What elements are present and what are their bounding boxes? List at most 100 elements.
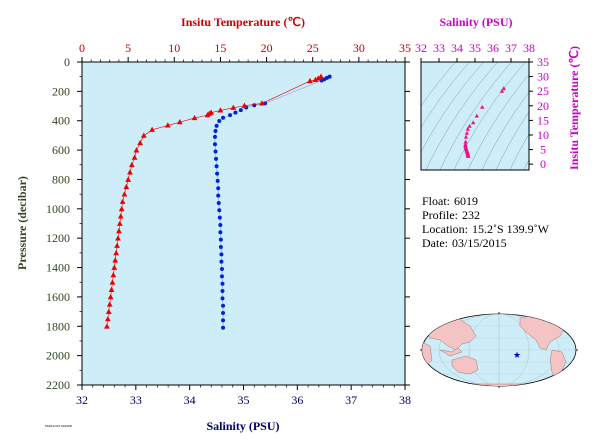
salinity-point: [221, 303, 226, 308]
ts-point: [499, 88, 505, 93]
salinity-point: [214, 123, 219, 128]
location-label: Location:: [422, 222, 468, 236]
temperature-point: [112, 257, 119, 263]
ts-temperature-tick-label: 20: [537, 99, 549, 113]
float-label: Float:: [422, 194, 451, 208]
temperature-point: [149, 126, 156, 132]
salinity-tick-label: 32: [76, 393, 88, 407]
pressure-tick-label: 200: [52, 84, 70, 98]
temperature-point: [176, 118, 183, 125]
pressure-tick-label: 1000: [46, 202, 70, 216]
temperature-point: [217, 107, 224, 113]
salinity-point: [217, 215, 222, 220]
salinity-point: [213, 149, 218, 154]
salinity-tick-label: 37: [345, 393, 357, 407]
salinity-point: [219, 267, 224, 272]
ts-point: [467, 123, 472, 128]
ts-point: [501, 86, 506, 91]
salinity-point: [218, 222, 223, 227]
salinity-point: [233, 110, 238, 115]
ts-point: [480, 104, 485, 109]
ts-temperature-tick-label: 15: [537, 113, 549, 127]
salinity-point: [220, 281, 225, 286]
salinity-point: [220, 289, 225, 294]
temperature-point: [114, 242, 120, 248]
density-isoline: [453, 62, 526, 170]
ts-temperature-axis-label: Insitu Temperature (℃): [567, 46, 581, 170]
pressure-tick-label: 0: [64, 55, 70, 69]
map-meridian: [438, 314, 560, 386]
profile-plot: 0 5 10 15 20 25 30 35 32 33 34 35 36 37 38 0 200 400 600…: [15, 15, 411, 433]
profile-line: Profile: 232: [422, 208, 484, 223]
salinity-point: [228, 113, 233, 118]
pressure-axis-ticks: 0 200 400 600 800 1000 1200 1400 1600 1800 2000 220…: [46, 55, 410, 392]
salinity-point: [221, 325, 226, 330]
ts-point: [471, 120, 476, 125]
density-isoline: [421, 62, 456, 107]
temperature-point: [104, 316, 111, 322]
ts-salinity-axis-label: Salinity (PSU): [439, 15, 512, 29]
salinity-point: [212, 134, 217, 139]
map-land: [422, 314, 576, 386]
salinity-point: [218, 244, 223, 249]
temperature-point: [108, 286, 115, 292]
temperature-tick-label: 10: [168, 41, 180, 55]
temperature-point: [107, 294, 114, 300]
temperature-point: [133, 147, 140, 153]
temperature-point: [117, 213, 124, 219]
temperature-tick-label: 30: [353, 41, 365, 55]
ts-point: [464, 130, 470, 135]
pressure-tick-label: 800: [52, 172, 70, 186]
float-line: Float: 6019: [422, 194, 482, 209]
land-greenland: [559, 314, 575, 325]
ts-salinity-tick-label: 33: [433, 41, 445, 55]
temperature-point: [116, 227, 122, 234]
salinity-point: [221, 318, 226, 323]
salinity-point: [220, 296, 225, 301]
salinity-point: [217, 119, 222, 124]
salinity-point: [252, 103, 257, 108]
ts-point: [463, 134, 469, 139]
salinity-point: [238, 108, 243, 113]
ts-diagram-frame: [420, 61, 530, 171]
ts-point: [474, 113, 479, 118]
salinity-tick-label: 36: [291, 393, 303, 407]
salinity-axis-ticks: 32 33 34 35 36 37 38: [76, 385, 411, 407]
pressure-tick-label: 1200: [46, 231, 70, 245]
ts-diagram-background: [421, 62, 529, 170]
ts-temperature-tick-label: 10: [537, 128, 549, 142]
temperature-point: [119, 198, 126, 204]
salinity-point: [218, 237, 223, 242]
ts-point: [463, 139, 468, 144]
density-isoline: [425, 62, 498, 170]
ts-salinity-tick-label: 36: [487, 41, 499, 55]
salinity-point: [219, 259, 224, 264]
temperature-point: [116, 220, 123, 226]
temperature-tick-label: 15: [214, 41, 226, 55]
ts-salinity-axis-ticks: 32 33 34 35 36 37 38: [415, 41, 535, 62]
temperature-point: [105, 308, 112, 314]
profile-plot-background: [82, 62, 405, 385]
salinity-point: [214, 164, 219, 169]
salinity-point: [221, 115, 226, 120]
ts-salinity-tick-label: 37: [505, 41, 517, 55]
temperature-point: [204, 111, 211, 118]
salinity-series: [212, 74, 332, 330]
salinity-point: [216, 200, 221, 205]
density-isoline: [509, 133, 529, 170]
salinity-point: [216, 193, 221, 198]
salinity-point: [219, 274, 224, 279]
density-isoline: [421, 62, 484, 153]
salinity-point: [213, 129, 218, 134]
density-isoline: [523, 158, 529, 170]
float-value: 6019: [454, 194, 479, 208]
pressure-tick-label: 1400: [46, 261, 70, 275]
salinity-tick-label: 34: [184, 393, 196, 407]
temperature-point: [125, 176, 132, 182]
temperature-point: [131, 154, 138, 160]
pressure-axis-label: Pressure (decibar): [15, 176, 29, 270]
date-line: Date: 03/15/2015: [422, 236, 511, 251]
land-antarctica: [429, 383, 571, 386]
